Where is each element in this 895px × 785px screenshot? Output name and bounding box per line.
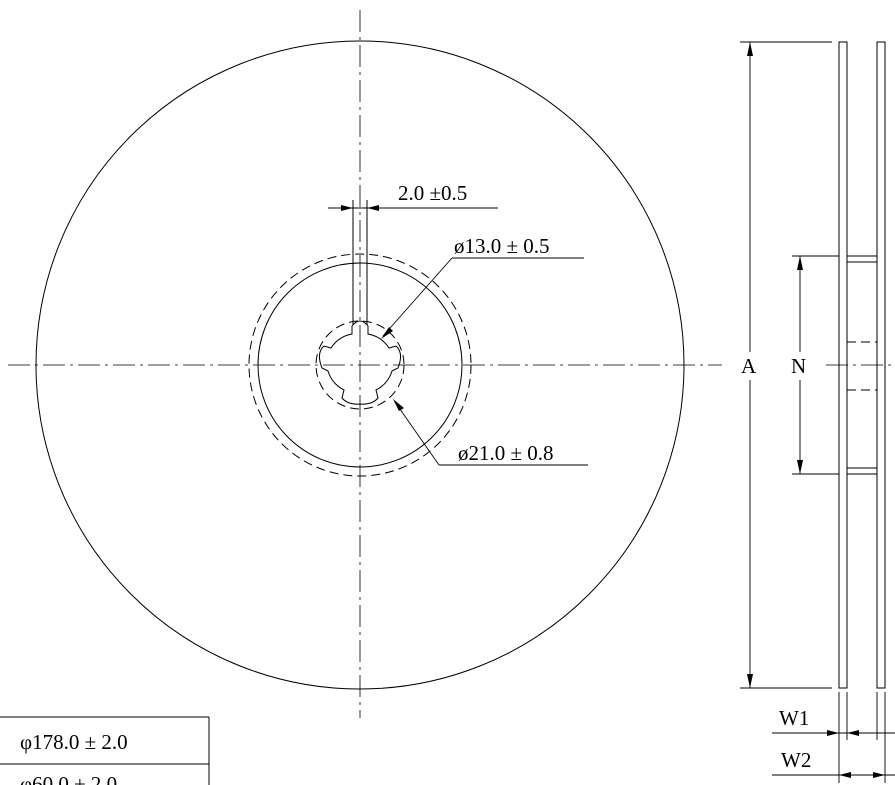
table-row-1: φ178.0 ± 2.0 xyxy=(20,730,128,754)
dimension-table: φ178.0 ± 2.0 φ60.0 ± 2.0 xyxy=(0,716,210,785)
hub-leader xyxy=(394,401,440,466)
dim-w2-arrow-left xyxy=(839,772,851,778)
dim-w1-arrow-right xyxy=(847,730,859,736)
front-view: 2.0 ±0.5 ø13.0 ± 0.5 ø21.0 ± 0.8 xyxy=(8,10,722,718)
arbor-leader xyxy=(382,257,453,337)
side-view: A N W1 W2 xyxy=(740,41,895,783)
dim-n-arrow-top xyxy=(797,256,803,270)
dim-a-label: A xyxy=(741,354,757,378)
dim-w2-arrow-right xyxy=(873,772,885,778)
arbor-dashed-circle xyxy=(315,320,405,410)
hub-circle-label: ø21.0 ± 0.8 xyxy=(458,441,554,465)
slot-width-label: 2.0 ±0.5 xyxy=(398,181,467,205)
hub-circle xyxy=(257,262,463,468)
arbor-hole-label: ø13.0 ± 0.5 xyxy=(454,234,550,258)
dim-a-arrow-top xyxy=(747,42,753,56)
slot-dim-arrow-right xyxy=(367,205,379,211)
slot-dim-arrow-left xyxy=(341,205,353,211)
dim-n-label: N xyxy=(791,354,806,378)
dim-w2-label: W2 xyxy=(781,748,811,772)
arbor-hole-outline xyxy=(318,320,402,405)
dim-n-arrow-bottom xyxy=(797,460,803,474)
dim-w1-label: W1 xyxy=(779,706,809,730)
dim-w1-arrow-left xyxy=(827,730,839,736)
arbor-leader-arrow xyxy=(381,327,393,339)
table-row-2: φ60.0 ± 2.0 xyxy=(20,772,117,785)
hub-leader-arrow xyxy=(393,399,404,411)
hub-dashed-circle xyxy=(248,253,472,477)
dim-a-arrow-bottom xyxy=(747,674,753,688)
